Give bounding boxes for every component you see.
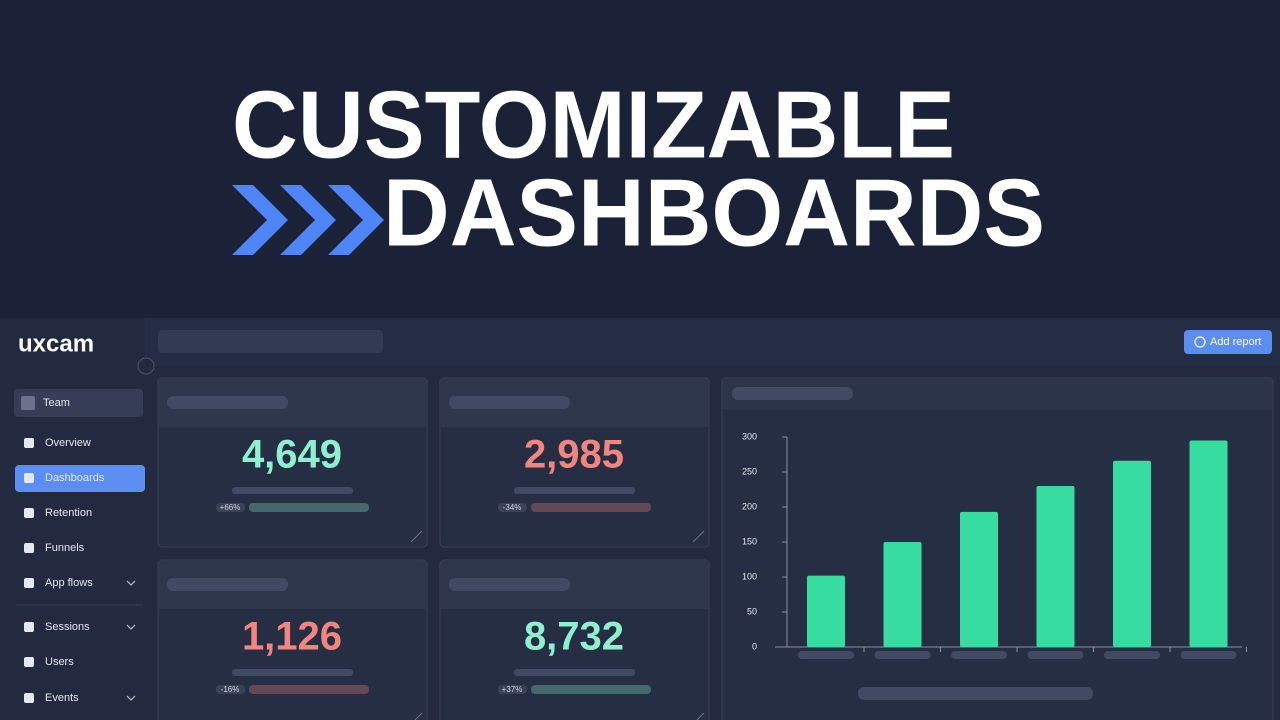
y-tick-label: 250 bbox=[742, 466, 757, 476]
y-tick-label: 150 bbox=[742, 536, 757, 546]
button-label: Add report bbox=[1210, 336, 1261, 348]
placeholder bbox=[449, 396, 570, 409]
metric-value: 2,985 bbox=[524, 433, 624, 477]
placeholder bbox=[232, 669, 353, 676]
change-bar bbox=[531, 685, 651, 694]
metric-value: 8,732 bbox=[524, 615, 624, 659]
resize-handle bbox=[696, 712, 705, 720]
nav-item[interactable]: Funnels bbox=[45, 542, 85, 554]
x-tick-placeholder bbox=[874, 651, 931, 659]
metric-value: 1,126 bbox=[242, 615, 342, 659]
metric-change: +37% bbox=[502, 685, 523, 694]
placeholder bbox=[514, 487, 635, 494]
x-tick-placeholder bbox=[1104, 651, 1160, 659]
y-tick-label: 0 bbox=[752, 641, 757, 651]
bar bbox=[883, 542, 922, 647]
x-tick-placeholder bbox=[798, 651, 854, 659]
logo: uxcam bbox=[18, 330, 94, 357]
y-tick-label: 200 bbox=[742, 501, 757, 511]
metric-change: -34% bbox=[503, 503, 522, 512]
nav-icon bbox=[24, 473, 34, 483]
nav-icon bbox=[24, 508, 34, 518]
nav-icon bbox=[24, 438, 34, 448]
nav-icon bbox=[24, 578, 34, 588]
nav-icon bbox=[24, 543, 34, 553]
placeholder bbox=[158, 330, 383, 353]
nav-item[interactable]: Retention bbox=[45, 507, 92, 519]
chevrons bbox=[232, 185, 384, 255]
x-tick-placeholder bbox=[1180, 651, 1237, 659]
bar bbox=[1189, 440, 1228, 647]
x-tick-placeholder bbox=[1027, 651, 1084, 659]
metric-change: -16% bbox=[221, 685, 240, 694]
nav-item[interactable]: App flows bbox=[45, 577, 93, 589]
change-bar bbox=[249, 685, 369, 694]
change-chip bbox=[216, 685, 245, 694]
change-chip bbox=[498, 685, 527, 694]
y-tick-label: 300 bbox=[742, 431, 757, 441]
headline: CUSTOMIZABLE bbox=[232, 71, 955, 178]
nav-item[interactable]: Users bbox=[45, 656, 74, 668]
bar bbox=[960, 511, 998, 647]
nav-icon bbox=[24, 657, 34, 667]
change-chip bbox=[498, 503, 527, 512]
y-tick-label: 50 bbox=[747, 606, 757, 616]
nav-icon bbox=[24, 622, 34, 632]
placeholder bbox=[232, 487, 353, 494]
team-label: Team bbox=[43, 397, 70, 409]
team-selector[interactable] bbox=[14, 389, 143, 417]
add-report-button[interactable] bbox=[1184, 330, 1272, 354]
nav-icon bbox=[24, 693, 34, 703]
resize-handle bbox=[414, 712, 423, 720]
placeholder bbox=[449, 578, 570, 591]
resize-handle bbox=[410, 530, 423, 543]
metric-change: +66% bbox=[220, 503, 241, 512]
collapse-button[interactable] bbox=[137, 357, 155, 375]
icon bbox=[21, 396, 35, 410]
y-tick-label: 100 bbox=[742, 571, 757, 581]
placeholder bbox=[858, 687, 1093, 700]
nav-item[interactable]: Overview bbox=[45, 437, 91, 449]
chevron bbox=[126, 695, 136, 701]
active-item bbox=[15, 465, 145, 492]
headline: DASHBOARDS bbox=[383, 159, 1045, 266]
hero bbox=[0, 0, 1280, 318]
placeholder bbox=[167, 578, 288, 591]
nav-item[interactable]: Events bbox=[45, 692, 79, 704]
bar bbox=[1113, 460, 1151, 647]
change-bar bbox=[249, 503, 369, 512]
chevron bbox=[126, 624, 136, 630]
change-bar bbox=[531, 503, 651, 512]
change-chip bbox=[216, 503, 245, 512]
metric-value: 4,649 bbox=[242, 433, 342, 477]
nav-item[interactable]: Sessions bbox=[45, 621, 90, 633]
placeholder bbox=[167, 396, 288, 409]
chevron bbox=[126, 580, 136, 586]
placeholder bbox=[732, 387, 853, 400]
bar bbox=[807, 575, 845, 647]
placeholder bbox=[514, 669, 635, 676]
bar bbox=[1036, 486, 1075, 647]
icon bbox=[1194, 336, 1206, 348]
x-tick-placeholder bbox=[951, 651, 1007, 659]
nav-item[interactable]: Dashboards bbox=[45, 472, 105, 484]
resize-handle bbox=[692, 530, 705, 543]
